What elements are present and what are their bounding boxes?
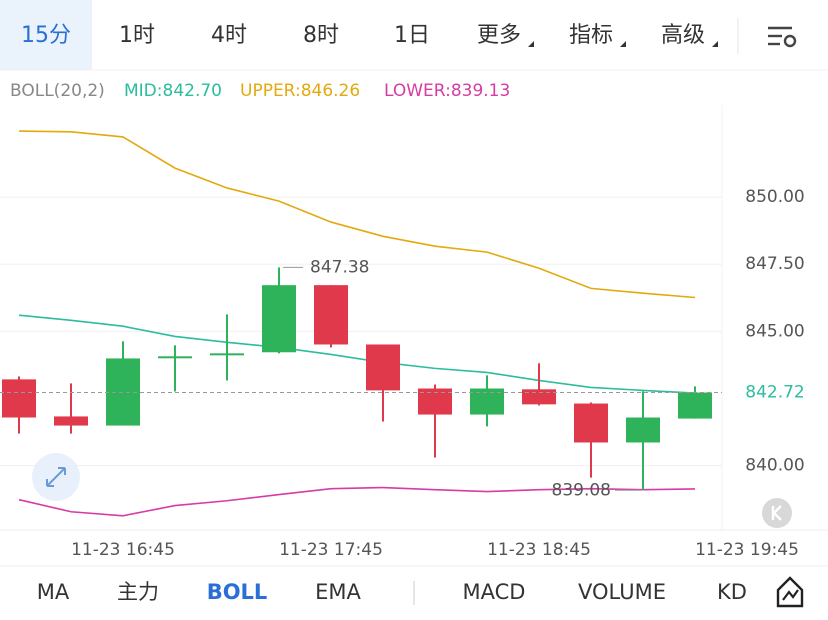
x-tick-label: 11-23 16:45	[71, 540, 175, 560]
y-tick-label: 840.00	[745, 456, 804, 476]
tab-mask	[750, 568, 828, 620]
dropdown-arrow	[712, 41, 718, 47]
tab[interactable]: 1时	[119, 23, 155, 48]
tab[interactable]: 高级	[661, 23, 705, 48]
plot: 840.00 845.00 847.50 850.00 11-23 16:45 11-23…	[0, 105, 828, 560]
bottom-tab[interactable]: MACD	[463, 580, 526, 604]
bottom-tab[interactable]: KD	[717, 580, 747, 604]
bottom-tab[interactable]: BOLL	[207, 580, 268, 604]
candle-body	[106, 358, 140, 426]
tab[interactable]: 4时	[211, 23, 247, 48]
tab[interactable]: 更多	[477, 23, 521, 48]
candle-body	[626, 417, 660, 443]
candle-body	[678, 392, 712, 419]
bottom-tab[interactable]: MA	[37, 580, 70, 604]
candle-body	[210, 353, 244, 356]
candle-body	[522, 389, 556, 405]
selected-tab-bg	[0, 0, 92, 70]
bottom-tab[interactable]: 主力	[117, 580, 159, 604]
tab[interactable]: 指标	[569, 23, 613, 48]
candle-body	[262, 285, 296, 353]
bottom-tab[interactable]: EMA	[315, 580, 361, 604]
y-tick-label: 845.00	[745, 321, 804, 341]
draw-icon[interactable]	[776, 576, 804, 608]
tab[interactable]: 15分	[21, 23, 71, 48]
candle-body	[574, 403, 608, 443]
candle-body	[158, 356, 192, 359]
dropdown-arrow	[620, 41, 626, 47]
tab[interactable]: 1日	[394, 23, 430, 48]
boll-line	[18, 130, 696, 299]
k-button[interactable]	[762, 498, 792, 528]
draw-icon-line	[782, 589, 799, 601]
dropdown-arrow	[528, 41, 534, 47]
low-label: 839.08	[552, 480, 611, 500]
legend-entry: UPPER:846.26	[240, 81, 360, 101]
candle-body	[366, 344, 400, 391]
tab[interactable]: 8时	[303, 23, 339, 48]
bottom-tab[interactable]: VOLUME	[578, 580, 666, 604]
high-label: 847.38	[310, 257, 369, 277]
boll-line	[18, 486, 696, 517]
expand-icon	[46, 467, 66, 487]
candle-body	[2, 379, 36, 418]
y-tick-label: 847.50	[745, 254, 804, 274]
candle-body	[314, 285, 348, 345]
last-price-label: 842.72	[745, 383, 804, 403]
legend-entry: LOWER:839.13	[384, 81, 510, 101]
boll-line	[18, 314, 696, 394]
candle-body	[54, 416, 88, 426]
x-tick-label: 11-23 17:45	[279, 540, 383, 560]
x-tick-label: 11-23 19:45	[695, 540, 799, 560]
k-icon	[771, 505, 782, 521]
indicator-label: BOLL(20,2)	[10, 81, 105, 101]
y-tick-label: 850.00	[745, 187, 804, 207]
legend-entry: MID:842.70	[124, 81, 222, 101]
x-tick-label: 11-23 18:45	[487, 540, 591, 560]
settings-icon[interactable]	[768, 26, 797, 48]
